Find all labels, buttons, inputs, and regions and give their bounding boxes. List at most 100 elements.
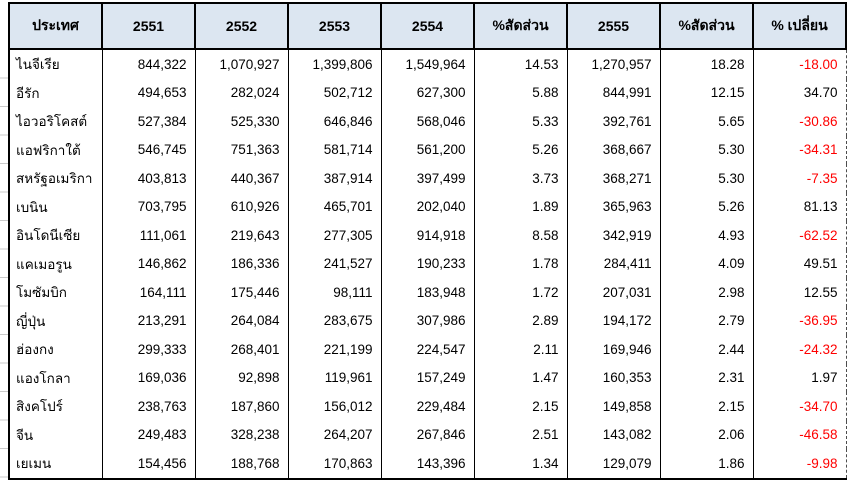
value-cell[interactable]: 546,745 (101, 135, 196, 164)
value-cell[interactable]: 224,547 (380, 335, 475, 364)
country-cell[interactable]: ญี่ปุ่น (8, 306, 103, 335)
value-cell[interactable]: 169,036 (101, 363, 196, 392)
value-cell[interactable]: -7.35 (752, 164, 847, 193)
value-cell[interactable]: 2.11 (473, 335, 568, 364)
value-cell[interactable]: 2.31 (659, 363, 754, 392)
value-cell[interactable]: 1,399,806 (287, 49, 382, 79)
value-cell[interactable]: 568,046 (380, 107, 475, 136)
value-cell[interactable]: 1,070,927 (194, 49, 289, 79)
value-cell[interactable]: 284,411 (566, 249, 661, 278)
value-cell[interactable]: 12.15 (659, 78, 754, 107)
value-cell[interactable]: 221,199 (287, 335, 382, 364)
header-country[interactable]: ประเทศ (8, 2, 103, 50)
value-cell[interactable]: 844,991 (566, 78, 661, 107)
header-2551[interactable]: 2551 (101, 2, 196, 50)
country-cell[interactable]: จีน (8, 420, 103, 449)
value-cell[interactable]: 1.34 (473, 449, 568, 480)
value-cell[interactable]: -18.00 (752, 49, 847, 79)
value-cell[interactable]: 188,768 (194, 449, 289, 480)
value-cell[interactable]: 249,483 (101, 420, 196, 449)
value-cell[interactable]: 283,675 (287, 306, 382, 335)
value-cell[interactable]: 1.78 (473, 249, 568, 278)
country-cell[interactable]: ไอวอริโคสต์ (8, 107, 103, 136)
value-cell[interactable]: 264,084 (194, 306, 289, 335)
value-cell[interactable]: 81.13 (752, 192, 847, 221)
value-cell[interactable]: 49.51 (752, 249, 847, 278)
value-cell[interactable]: 387,914 (287, 164, 382, 193)
country-cell[interactable]: สหรัฐอเมริกา (8, 164, 103, 193)
header-share-2554[interactable]: %สัดส่วน (473, 2, 568, 50)
value-cell[interactable]: 610,926 (194, 192, 289, 221)
value-cell[interactable]: 5.26 (659, 192, 754, 221)
value-cell[interactable]: 34.70 (752, 78, 847, 107)
value-cell[interactable]: 1.47 (473, 363, 568, 392)
value-cell[interactable]: 1,270,957 (566, 49, 661, 79)
country-cell[interactable]: แองโกลา (8, 363, 103, 392)
value-cell[interactable]: 368,271 (566, 164, 661, 193)
value-cell[interactable]: 190,233 (380, 249, 475, 278)
value-cell[interactable]: 465,701 (287, 192, 382, 221)
value-cell[interactable]: 525,330 (194, 107, 289, 136)
value-cell[interactable]: 2.15 (473, 392, 568, 421)
value-cell[interactable]: -24.32 (752, 335, 847, 364)
value-cell[interactable]: 561,200 (380, 135, 475, 164)
value-cell[interactable]: 328,238 (194, 420, 289, 449)
country-cell[interactable]: ไนจีเรีย (8, 49, 103, 79)
value-cell[interactable]: 207,031 (566, 278, 661, 307)
header-share-2555[interactable]: %สัดส่วน (659, 2, 754, 50)
country-cell[interactable]: เยเมน (8, 449, 103, 480)
value-cell[interactable]: 2.06 (659, 420, 754, 449)
value-cell[interactable]: 238,763 (101, 392, 196, 421)
value-cell[interactable]: 146,862 (101, 249, 196, 278)
value-cell[interactable]: 156,012 (287, 392, 382, 421)
value-cell[interactable]: 268,401 (194, 335, 289, 364)
value-cell[interactable]: 751,363 (194, 135, 289, 164)
value-cell[interactable]: 703,795 (101, 192, 196, 221)
value-cell[interactable]: 5.30 (659, 164, 754, 193)
value-cell[interactable]: 111,061 (101, 221, 196, 250)
value-cell[interactable]: 494,653 (101, 78, 196, 107)
value-cell[interactable]: 5.65 (659, 107, 754, 136)
value-cell[interactable]: 502,712 (287, 78, 382, 107)
value-cell[interactable]: -62.52 (752, 221, 847, 250)
value-cell[interactable]: 264,207 (287, 420, 382, 449)
value-cell[interactable]: 169,946 (566, 335, 661, 364)
value-cell[interactable]: 2.98 (659, 278, 754, 307)
value-cell[interactable]: 149,858 (566, 392, 661, 421)
value-cell[interactable]: 5.88 (473, 78, 568, 107)
value-cell[interactable]: 119,961 (287, 363, 382, 392)
value-cell[interactable]: 8.58 (473, 221, 568, 250)
value-cell[interactable]: 98,111 (287, 278, 382, 307)
value-cell[interactable]: 2.51 (473, 420, 568, 449)
value-cell[interactable]: 403,813 (101, 164, 196, 193)
value-cell[interactable]: -36.95 (752, 306, 847, 335)
country-cell[interactable]: แคเมอรูน (8, 249, 103, 278)
value-cell[interactable]: 157,249 (380, 363, 475, 392)
value-cell[interactable]: 1.86 (659, 449, 754, 480)
country-cell[interactable]: สิงคโปร์ (8, 392, 103, 421)
value-cell[interactable]: 18.28 (659, 49, 754, 79)
country-cell[interactable]: เบนิน (8, 192, 103, 221)
value-cell[interactable]: 277,305 (287, 221, 382, 250)
value-cell[interactable]: 440,367 (194, 164, 289, 193)
value-cell[interactable]: 202,040 (380, 192, 475, 221)
value-cell[interactable]: -34.70 (752, 392, 847, 421)
value-cell[interactable]: 2.89 (473, 306, 568, 335)
value-cell[interactable]: -46.58 (752, 420, 847, 449)
value-cell[interactable]: 160,353 (566, 363, 661, 392)
header-2553[interactable]: 2553 (287, 2, 382, 50)
value-cell[interactable]: -34.31 (752, 135, 847, 164)
value-cell[interactable]: 581,714 (287, 135, 382, 164)
value-cell[interactable]: 213,291 (101, 306, 196, 335)
value-cell[interactable]: 397,499 (380, 164, 475, 193)
country-cell[interactable]: โมซัมบิก (8, 278, 103, 307)
value-cell[interactable]: 14.53 (473, 49, 568, 79)
value-cell[interactable]: 368,667 (566, 135, 661, 164)
value-cell[interactable]: 342,919 (566, 221, 661, 250)
value-cell[interactable]: 187,860 (194, 392, 289, 421)
value-cell[interactable]: 175,446 (194, 278, 289, 307)
value-cell[interactable]: 170,863 (287, 449, 382, 480)
value-cell[interactable]: 194,172 (566, 306, 661, 335)
value-cell[interactable]: 4.09 (659, 249, 754, 278)
value-cell[interactable]: 4.93 (659, 221, 754, 250)
